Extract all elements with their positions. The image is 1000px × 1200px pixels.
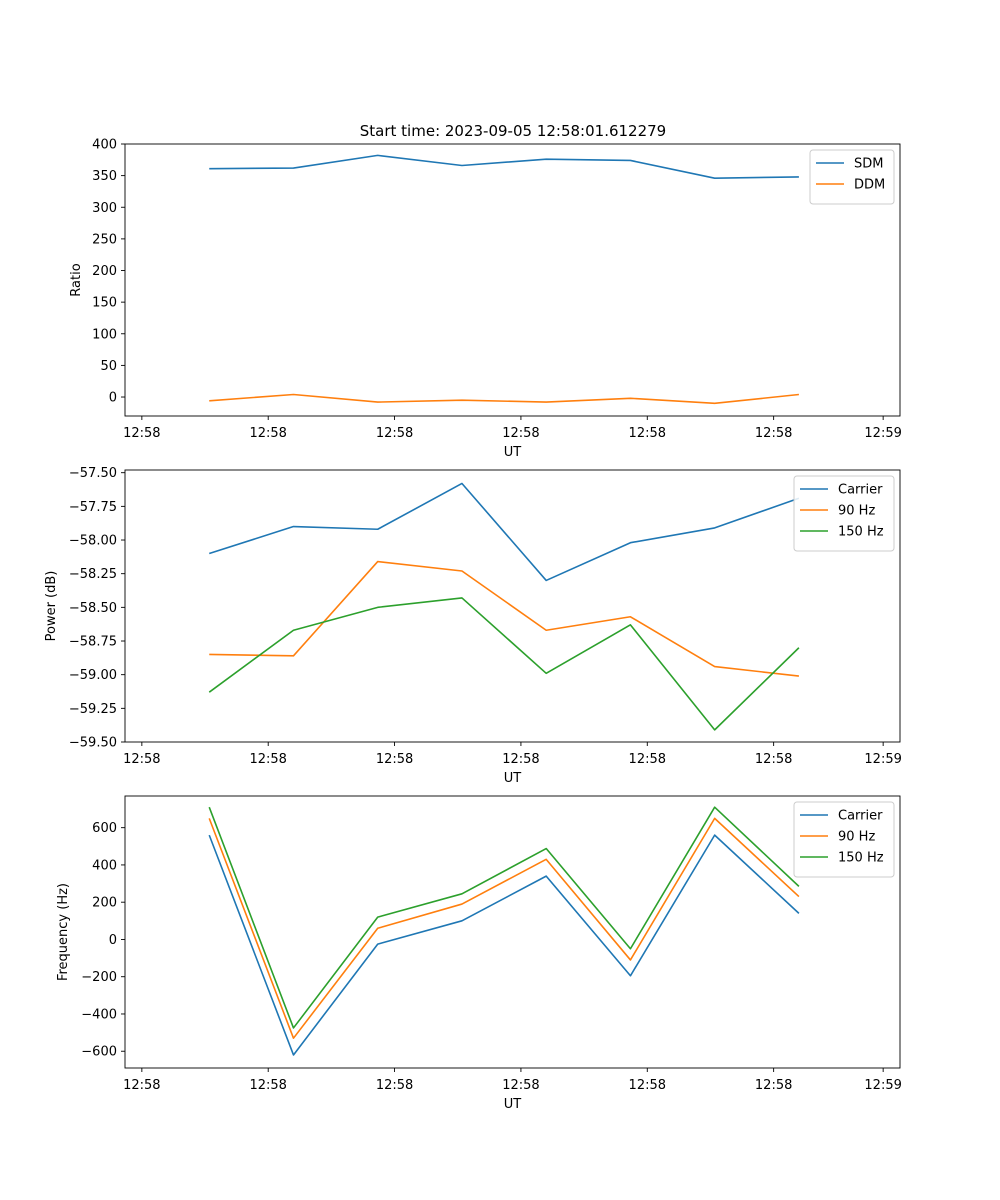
y-tick-label: −57.75 (69, 500, 117, 515)
x-tick-label: 12:58 (123, 1078, 160, 1093)
legend-label: 150 Hz (838, 851, 884, 866)
y-tick-label: 350 (92, 169, 117, 184)
series-line-150-hz (208, 597, 800, 731)
y-tick-label: 400 (92, 138, 117, 153)
legend-label: SDM (854, 157, 883, 172)
series-line-carrier (208, 834, 800, 1056)
axes-frame (124, 143, 901, 417)
legend-label: Carrier (838, 809, 883, 824)
x-tick-label: 12:59 (864, 752, 901, 767)
x-axis-label: UT (504, 445, 522, 460)
x-tick-label: 12:58 (502, 752, 539, 767)
legend: SDM DDM (809, 149, 895, 205)
y-tick-label: −58.75 (69, 635, 117, 650)
x-tick-label: 12:58 (376, 1078, 413, 1093)
series-line-90-hz (209, 560, 799, 677)
series-line-carrier (208, 482, 800, 582)
x-tick-label: 12:58 (502, 426, 539, 441)
y-tick-label: −200 (81, 970, 117, 985)
y-tick-label: 400 (92, 858, 117, 873)
legend-label: 150 Hz (838, 525, 884, 540)
subplot-3: −600 −400 −200 0 200 400 600 12:58 12:58 12:58 12:… (56, 795, 902, 1112)
x-tick-label: 12:58 (755, 1078, 792, 1093)
y-axis-label: Ratio (69, 263, 84, 296)
y-tick-label: 0 (109, 391, 117, 406)
y-tick-label: −58.50 (69, 601, 117, 616)
y-tick-label: 600 (92, 821, 117, 836)
legend-label: DDM (854, 178, 885, 193)
y-axis-label: Frequency (Hz) (56, 883, 71, 981)
subplot-1: 0 50 100 150 200 250 300 350 400 12:58 12:58 12:58 1… (69, 138, 902, 461)
x-axis-label: UT (504, 1097, 522, 1112)
y-tick-label: −400 (81, 1007, 117, 1022)
y-tick-label: 200 (92, 896, 117, 911)
y-tick-label: −57.50 (69, 466, 117, 481)
x-tick-label: 12:58 (755, 426, 792, 441)
x-tick-label: 12:58 (629, 426, 666, 441)
x-tick-label: 12:58 (376, 752, 413, 767)
y-tick-label: −59.25 (69, 702, 117, 717)
y-axis-label: Power (dB) (44, 571, 59, 642)
legend-label: Carrier (838, 483, 883, 498)
y-tick-label: 300 (92, 201, 117, 216)
x-tick-label: 12:58 (249, 426, 286, 441)
y-tick-label: 200 (92, 264, 117, 279)
series-line-sdm (209, 154, 799, 179)
series-line-ddm (209, 393, 799, 405)
y-tick-label: 150 (92, 296, 117, 311)
legend-box (793, 475, 895, 552)
x-tick-label: 12:58 (502, 1078, 539, 1093)
x-tick-label: 12:59 (864, 426, 901, 441)
figure-title: Start time: 2023-09-05 12:58:01.612279 (360, 122, 666, 140)
y-tick-label: 250 (92, 232, 117, 247)
x-tick-label: 12:58 (629, 1078, 666, 1093)
x-tick-label: 12:59 (864, 1078, 901, 1093)
legend-label: 90 Hz (838, 830, 875, 845)
legend: Carrier 90 Hz 150 Hz (793, 801, 895, 878)
axes-frame (124, 469, 901, 743)
y-tick-label: −58.00 (69, 534, 117, 549)
x-tick-label: 12:58 (249, 1078, 286, 1093)
y-tick-label: −59.50 (69, 736, 117, 751)
legend-label: 90 Hz (838, 504, 875, 519)
x-tick-label: 12:58 (249, 752, 286, 767)
x-tick-label: 12:58 (123, 426, 160, 441)
y-tick-label: 100 (92, 327, 117, 342)
y-tick-label: −59.00 (69, 668, 117, 683)
y-tick-label: −600 (81, 1045, 117, 1060)
y-tick-label: 50 (100, 359, 117, 374)
x-tick-label: 12:58 (123, 752, 160, 767)
subplot-panels: 0 50 100 150 200 250 300 350 400 12:58 12:58 12:58 1… (44, 138, 902, 1113)
x-tick-label: 12:58 (629, 752, 666, 767)
legend: Carrier 90 Hz 150 Hz (793, 475, 895, 552)
y-tick-label: 0 (109, 933, 117, 948)
legend-box (793, 801, 895, 878)
series-line-150-hz (208, 806, 800, 1029)
x-axis-label: UT (504, 771, 522, 786)
subplot-2: −59.50 −59.25 −59.00 −58.75 −58.50 −58.25 −58.… (44, 466, 902, 786)
x-tick-label: 12:58 (755, 752, 792, 767)
axes-frame (124, 795, 901, 1069)
x-tick-label: 12:58 (376, 426, 413, 441)
y-tick-label: −58.25 (69, 567, 117, 582)
series-line-90-hz (208, 817, 800, 1039)
